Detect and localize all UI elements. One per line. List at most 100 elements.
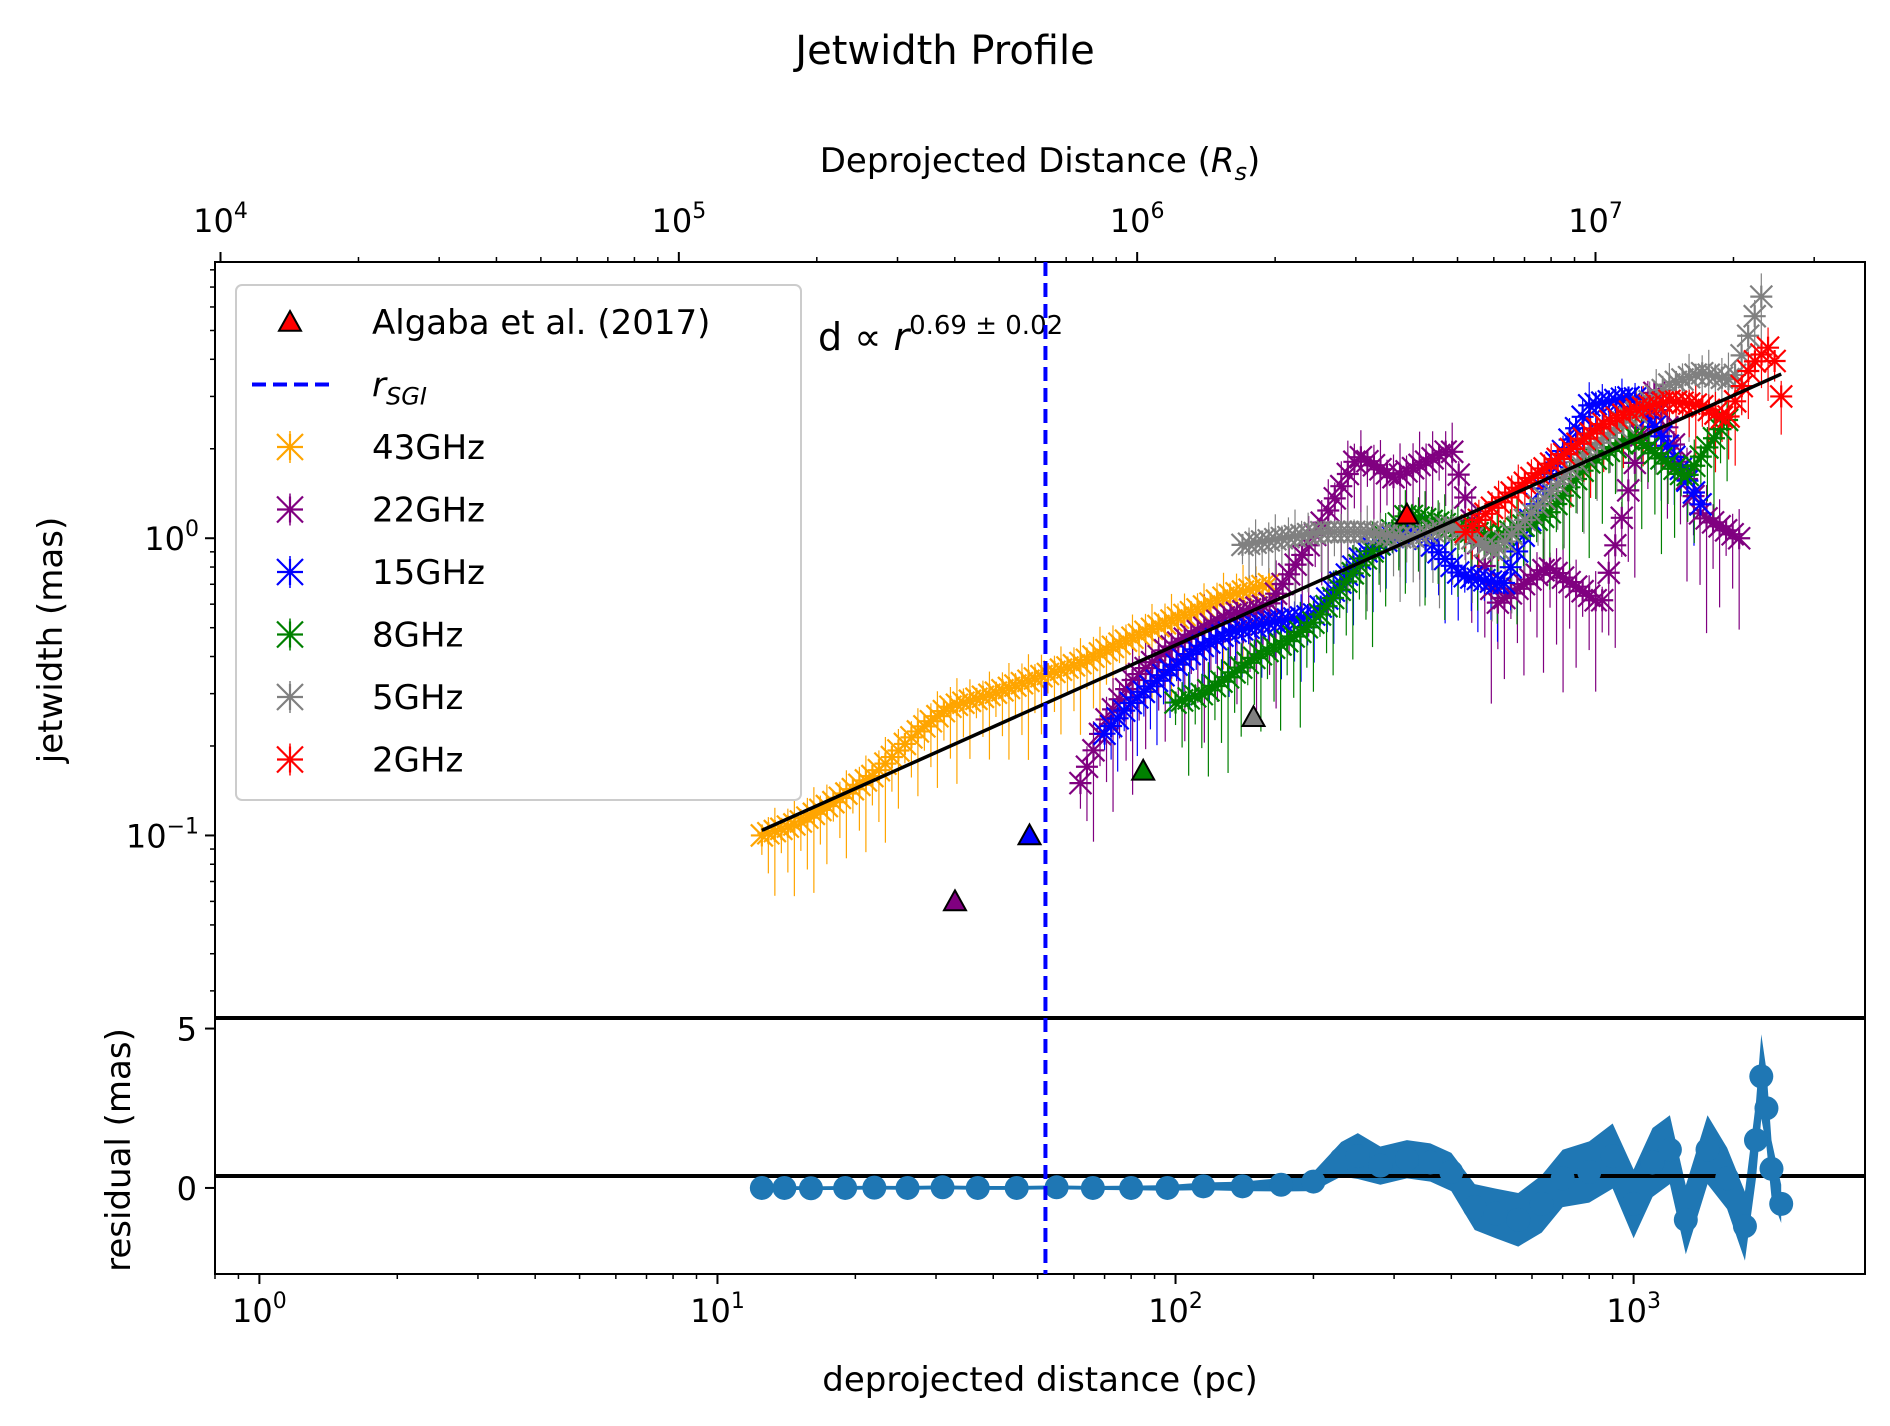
algaba-point <box>942 888 968 912</box>
data-point-8GHz <box>1275 629 1299 653</box>
residual-point <box>1657 1137 1682 1162</box>
fit-annotation: d ∝ r0.69 ± 0.02 <box>818 311 1063 359</box>
residual-point <box>798 1176 823 1201</box>
residual-point <box>1732 1214 1757 1239</box>
residual-point <box>1550 1166 1575 1191</box>
y-tick-label-base: 10 <box>126 817 167 855</box>
y-tick-label: 100 <box>144 517 199 558</box>
chart-title: Jetwidth Profile <box>792 28 1094 74</box>
top-axis-label-close: ) <box>1247 141 1260 181</box>
residual-point <box>1577 1160 1602 1184</box>
residual-point <box>1044 1175 1069 1200</box>
main-series <box>750 284 1793 848</box>
data-point-8GHz <box>1222 660 1247 685</box>
residual-band-area <box>761 1034 1782 1261</box>
legend-label: 8GHz <box>372 616 463 656</box>
data-point-22GHz <box>1544 561 1569 585</box>
algaba-point <box>1130 757 1156 781</box>
data-point-8GHz <box>1288 620 1313 644</box>
data-point-22GHz <box>1068 771 1093 795</box>
x-tick-label: 100 <box>232 1289 287 1330</box>
legend-item: 5GHz <box>276 678 463 718</box>
data-point-8GHz <box>1229 655 1253 680</box>
legend-item: 43GHz <box>276 428 485 468</box>
x-tick-label-exp: 1 <box>731 1289 745 1314</box>
x-tick-label-exp: 2 <box>1189 1289 1203 1314</box>
data-point-22GHz <box>1551 565 1575 590</box>
x-axis-label: deprojected distance (pc) <box>822 1360 1258 1400</box>
legend-label: 22GHz <box>372 491 485 531</box>
legend-box <box>235 284 802 801</box>
legend-items: Algaba et al. (2017) rSGI 43GHz 22GHz 15GHz 8… <box>252 303 710 781</box>
data-point-22GHz <box>1518 567 1543 592</box>
legend-item: 22GHz <box>276 491 485 531</box>
residual-point <box>930 1175 955 1200</box>
algaba-point <box>1394 501 1420 525</box>
data-point-22GHz <box>1557 570 1582 594</box>
residual-point <box>965 1175 990 1200</box>
y-tick-label-exp: −1 <box>167 814 199 839</box>
y-tick-label-exp: 0 <box>185 517 199 542</box>
y-tick-label: 10−1 <box>126 814 199 855</box>
residual-point <box>1715 1166 1740 1191</box>
x-tick-label-base: 10 <box>690 1292 731 1330</box>
residual-point <box>1394 1147 1419 1172</box>
residual-point <box>1345 1144 1370 1169</box>
data-point-22GHz <box>1570 579 1595 603</box>
residual-point <box>833 1175 858 1200</box>
residual-point <box>1462 1195 1487 1220</box>
top-tick-label: 105 <box>651 199 706 240</box>
residual-point <box>1673 1207 1698 1232</box>
legend-label: rSGI <box>372 366 427 411</box>
data-point-22GHz <box>1323 486 1347 511</box>
data-point-15GHz <box>1688 492 1713 517</box>
residual-point <box>1301 1169 1326 1194</box>
residual-y-tick-label: 5 <box>177 1011 197 1049</box>
power-law-fit-line <box>761 372 1782 833</box>
residual-plot-frame <box>214 1018 1866 1275</box>
top-tick-label-base: 10 <box>651 202 692 240</box>
top-axis-label: Deprojected Distance (Rs) <box>820 141 1261 186</box>
main-plot-frame <box>214 261 1866 1018</box>
data-point-5GHz <box>1736 323 1760 348</box>
legend-star-marker <box>276 620 304 649</box>
data-point-22GHz <box>1486 590 1510 615</box>
residual-point <box>1506 1207 1531 1232</box>
algaba-point <box>1240 704 1267 727</box>
legend-label: 15GHz <box>372 553 485 593</box>
data-point-22GHz <box>1564 574 1588 599</box>
residual-point <box>1230 1174 1255 1199</box>
data-point-22GHz <box>1440 440 1464 464</box>
residual-point <box>1640 1150 1665 1175</box>
data-point-8GHz <box>1216 665 1240 690</box>
residual-point <box>1191 1174 1216 1199</box>
x-tick-label-base: 10 <box>232 1292 273 1330</box>
residual-point <box>895 1175 920 1200</box>
main-minor-ticks <box>210 269 215 992</box>
residual-minor-ticks <box>214 1274 1614 1279</box>
data-point-22GHz <box>1603 533 1628 558</box>
residual-point <box>1749 1064 1774 1089</box>
residual-point <box>1695 1137 1720 1162</box>
legend-item: rSGI <box>252 366 427 411</box>
data-point-22GHz <box>1616 478 1641 503</box>
legend-star-marker <box>276 745 304 774</box>
residual-ylabel: residual (mas) <box>99 1028 139 1272</box>
top-tick-label-exp: 7 <box>1609 199 1623 224</box>
data-point-8GHz <box>1209 669 1234 694</box>
data-point-22GHz <box>1446 462 1471 487</box>
fit-annotation-var: r <box>893 315 911 359</box>
residual-point <box>1368 1153 1393 1178</box>
residual-y-ticks: 50 <box>177 1011 215 1208</box>
data-point-2GHz <box>1545 447 1570 471</box>
residual-band <box>761 1034 1782 1261</box>
residual-point <box>1155 1175 1180 1200</box>
top-tick-label: 106 <box>1110 199 1165 240</box>
residual-panel: 100 101 102 103 50 residual (mas) <box>99 1011 1866 1330</box>
data-point-22GHz <box>1075 754 1099 779</box>
legend-item: 8GHz <box>276 616 463 656</box>
data-point-22GHz <box>1596 561 1621 585</box>
legend-triangle-marker <box>277 308 303 332</box>
